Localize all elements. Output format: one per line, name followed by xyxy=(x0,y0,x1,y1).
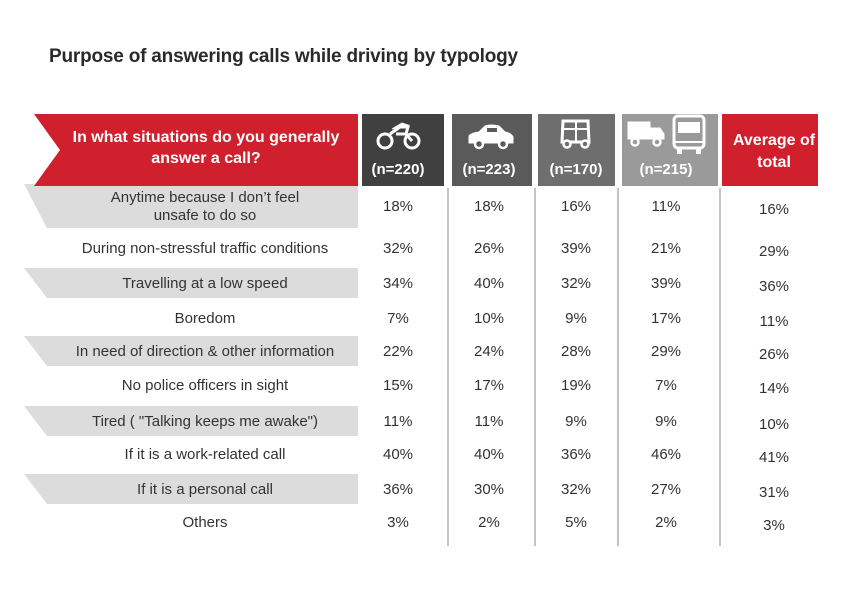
row-stripe xyxy=(24,406,358,436)
row-label: Anytime because I don’t feel unsafe to do… xyxy=(111,189,299,224)
row-stripe xyxy=(24,336,358,366)
header-question-line: In what situations do you generally xyxy=(73,129,340,146)
data-cell: 17% xyxy=(651,310,681,327)
header-sample-size: (n=223) xyxy=(463,161,516,178)
row-label-line: Boredom xyxy=(175,310,236,327)
data-cell: 31% xyxy=(759,484,789,501)
motorcycle-icon xyxy=(376,122,421,150)
data-cell: 46% xyxy=(651,446,681,463)
header-sample-size: (n=220) xyxy=(372,161,425,178)
data-cell: 3% xyxy=(763,517,785,534)
header-sample-size: (n=170) xyxy=(550,161,603,178)
data-cell: 9% xyxy=(655,413,677,430)
data-cell: 26% xyxy=(759,346,789,363)
data-cell: 34% xyxy=(383,275,413,292)
data-cell: 11% xyxy=(760,313,789,330)
header-average-line: total xyxy=(757,154,791,171)
data-cell: 18% xyxy=(383,198,413,215)
row-stripe xyxy=(24,474,358,504)
row-label-line: Tired ( "Talking keeps me awake") xyxy=(92,413,318,430)
row-label-line: No police officers in sight xyxy=(122,377,289,394)
header-sample-size: (n=215) xyxy=(640,161,693,178)
data-cell: 39% xyxy=(561,240,591,257)
row-label-line: In need of direction & other information xyxy=(76,343,335,360)
header-average-label: Average of total xyxy=(733,132,816,171)
header-question-text: In what situations do you generally answe… xyxy=(73,129,340,167)
data-cell: 16% xyxy=(759,201,789,218)
row-stripe xyxy=(24,268,358,298)
header-column-5 xyxy=(722,114,818,186)
data-cell: 41% xyxy=(759,449,789,466)
header-question-line: answer a call? xyxy=(151,150,260,167)
data-cell: 36% xyxy=(759,278,789,295)
chart-title: Purpose of answering calls while driving… xyxy=(49,46,518,67)
row-label-line: If it is a work-related call xyxy=(125,446,286,463)
row-label: During non-stressful traffic conditions xyxy=(82,240,329,257)
row-label-line: unsafe to do so xyxy=(154,207,257,224)
row-label: If it is a work-related call xyxy=(125,446,286,463)
data-cell: 10% xyxy=(474,310,504,327)
row-stripe xyxy=(24,184,358,228)
data-cell: 40% xyxy=(474,275,504,292)
data-cell: 9% xyxy=(565,310,587,327)
row-label-line: Others xyxy=(182,514,227,531)
row-label: No police officers in sight xyxy=(122,377,289,394)
row-label: Tired ( "Talking keeps me awake") xyxy=(92,413,318,430)
data-cell: 32% xyxy=(561,275,591,292)
data-cell: 28% xyxy=(561,343,591,360)
data-cell: 15% xyxy=(383,377,413,394)
data-cell: 21% xyxy=(651,240,681,257)
data-cell: 17% xyxy=(474,377,504,394)
data-cell: 40% xyxy=(474,446,504,463)
data-cell: 32% xyxy=(561,481,591,498)
data-cell: 26% xyxy=(474,240,504,257)
data-cell: 39% xyxy=(651,275,681,292)
row-label: In need of direction & other information xyxy=(76,343,335,360)
car-icon xyxy=(468,124,514,150)
data-cell: 10% xyxy=(759,416,789,433)
data-cell: 36% xyxy=(561,446,591,463)
data-cell: 27% xyxy=(651,481,681,498)
data-cell: 7% xyxy=(655,377,677,394)
data-cell: 5% xyxy=(565,514,587,531)
data-cell: 3% xyxy=(387,514,409,531)
row-label-line: Travelling at a low speed xyxy=(122,275,287,292)
data-cell: 9% xyxy=(565,413,587,430)
data-cell: 2% xyxy=(655,514,677,531)
row-label: Others xyxy=(182,514,227,531)
row-label-line: During non-stressful traffic conditions xyxy=(82,240,329,257)
data-cell: 36% xyxy=(383,481,413,498)
header-average-line: Average of xyxy=(733,132,816,149)
auto-rickshaw-icon xyxy=(560,119,591,149)
data-cell: 29% xyxy=(759,243,789,260)
row-label: If it is a personal call xyxy=(137,481,273,498)
data-cell: 40% xyxy=(383,446,413,463)
data-cell: 19% xyxy=(561,377,591,394)
data-cell: 30% xyxy=(474,481,504,498)
data-cell: 24% xyxy=(474,343,504,360)
data-cell: 32% xyxy=(383,240,413,257)
data-cell: 22% xyxy=(383,343,413,360)
row-label-line: If it is a personal call xyxy=(137,481,273,498)
data-cell: 7% xyxy=(387,310,409,327)
data-cell: 11% xyxy=(384,413,413,430)
data-cell: 16% xyxy=(561,198,591,215)
data-cell: 29% xyxy=(651,343,681,360)
data-cell: 2% xyxy=(478,514,500,531)
data-cell: 14% xyxy=(759,380,789,397)
row-label: Travelling at a low speed xyxy=(122,275,287,292)
row-label-line: Anytime because I don’t feel xyxy=(111,189,299,206)
data-cell: 11% xyxy=(652,198,681,215)
data-cell: 11% xyxy=(475,413,504,430)
row-label: Boredom xyxy=(175,310,236,327)
header-question-banner xyxy=(34,114,358,186)
data-cell: 18% xyxy=(474,198,504,215)
truck-bus-icon xyxy=(627,114,706,154)
